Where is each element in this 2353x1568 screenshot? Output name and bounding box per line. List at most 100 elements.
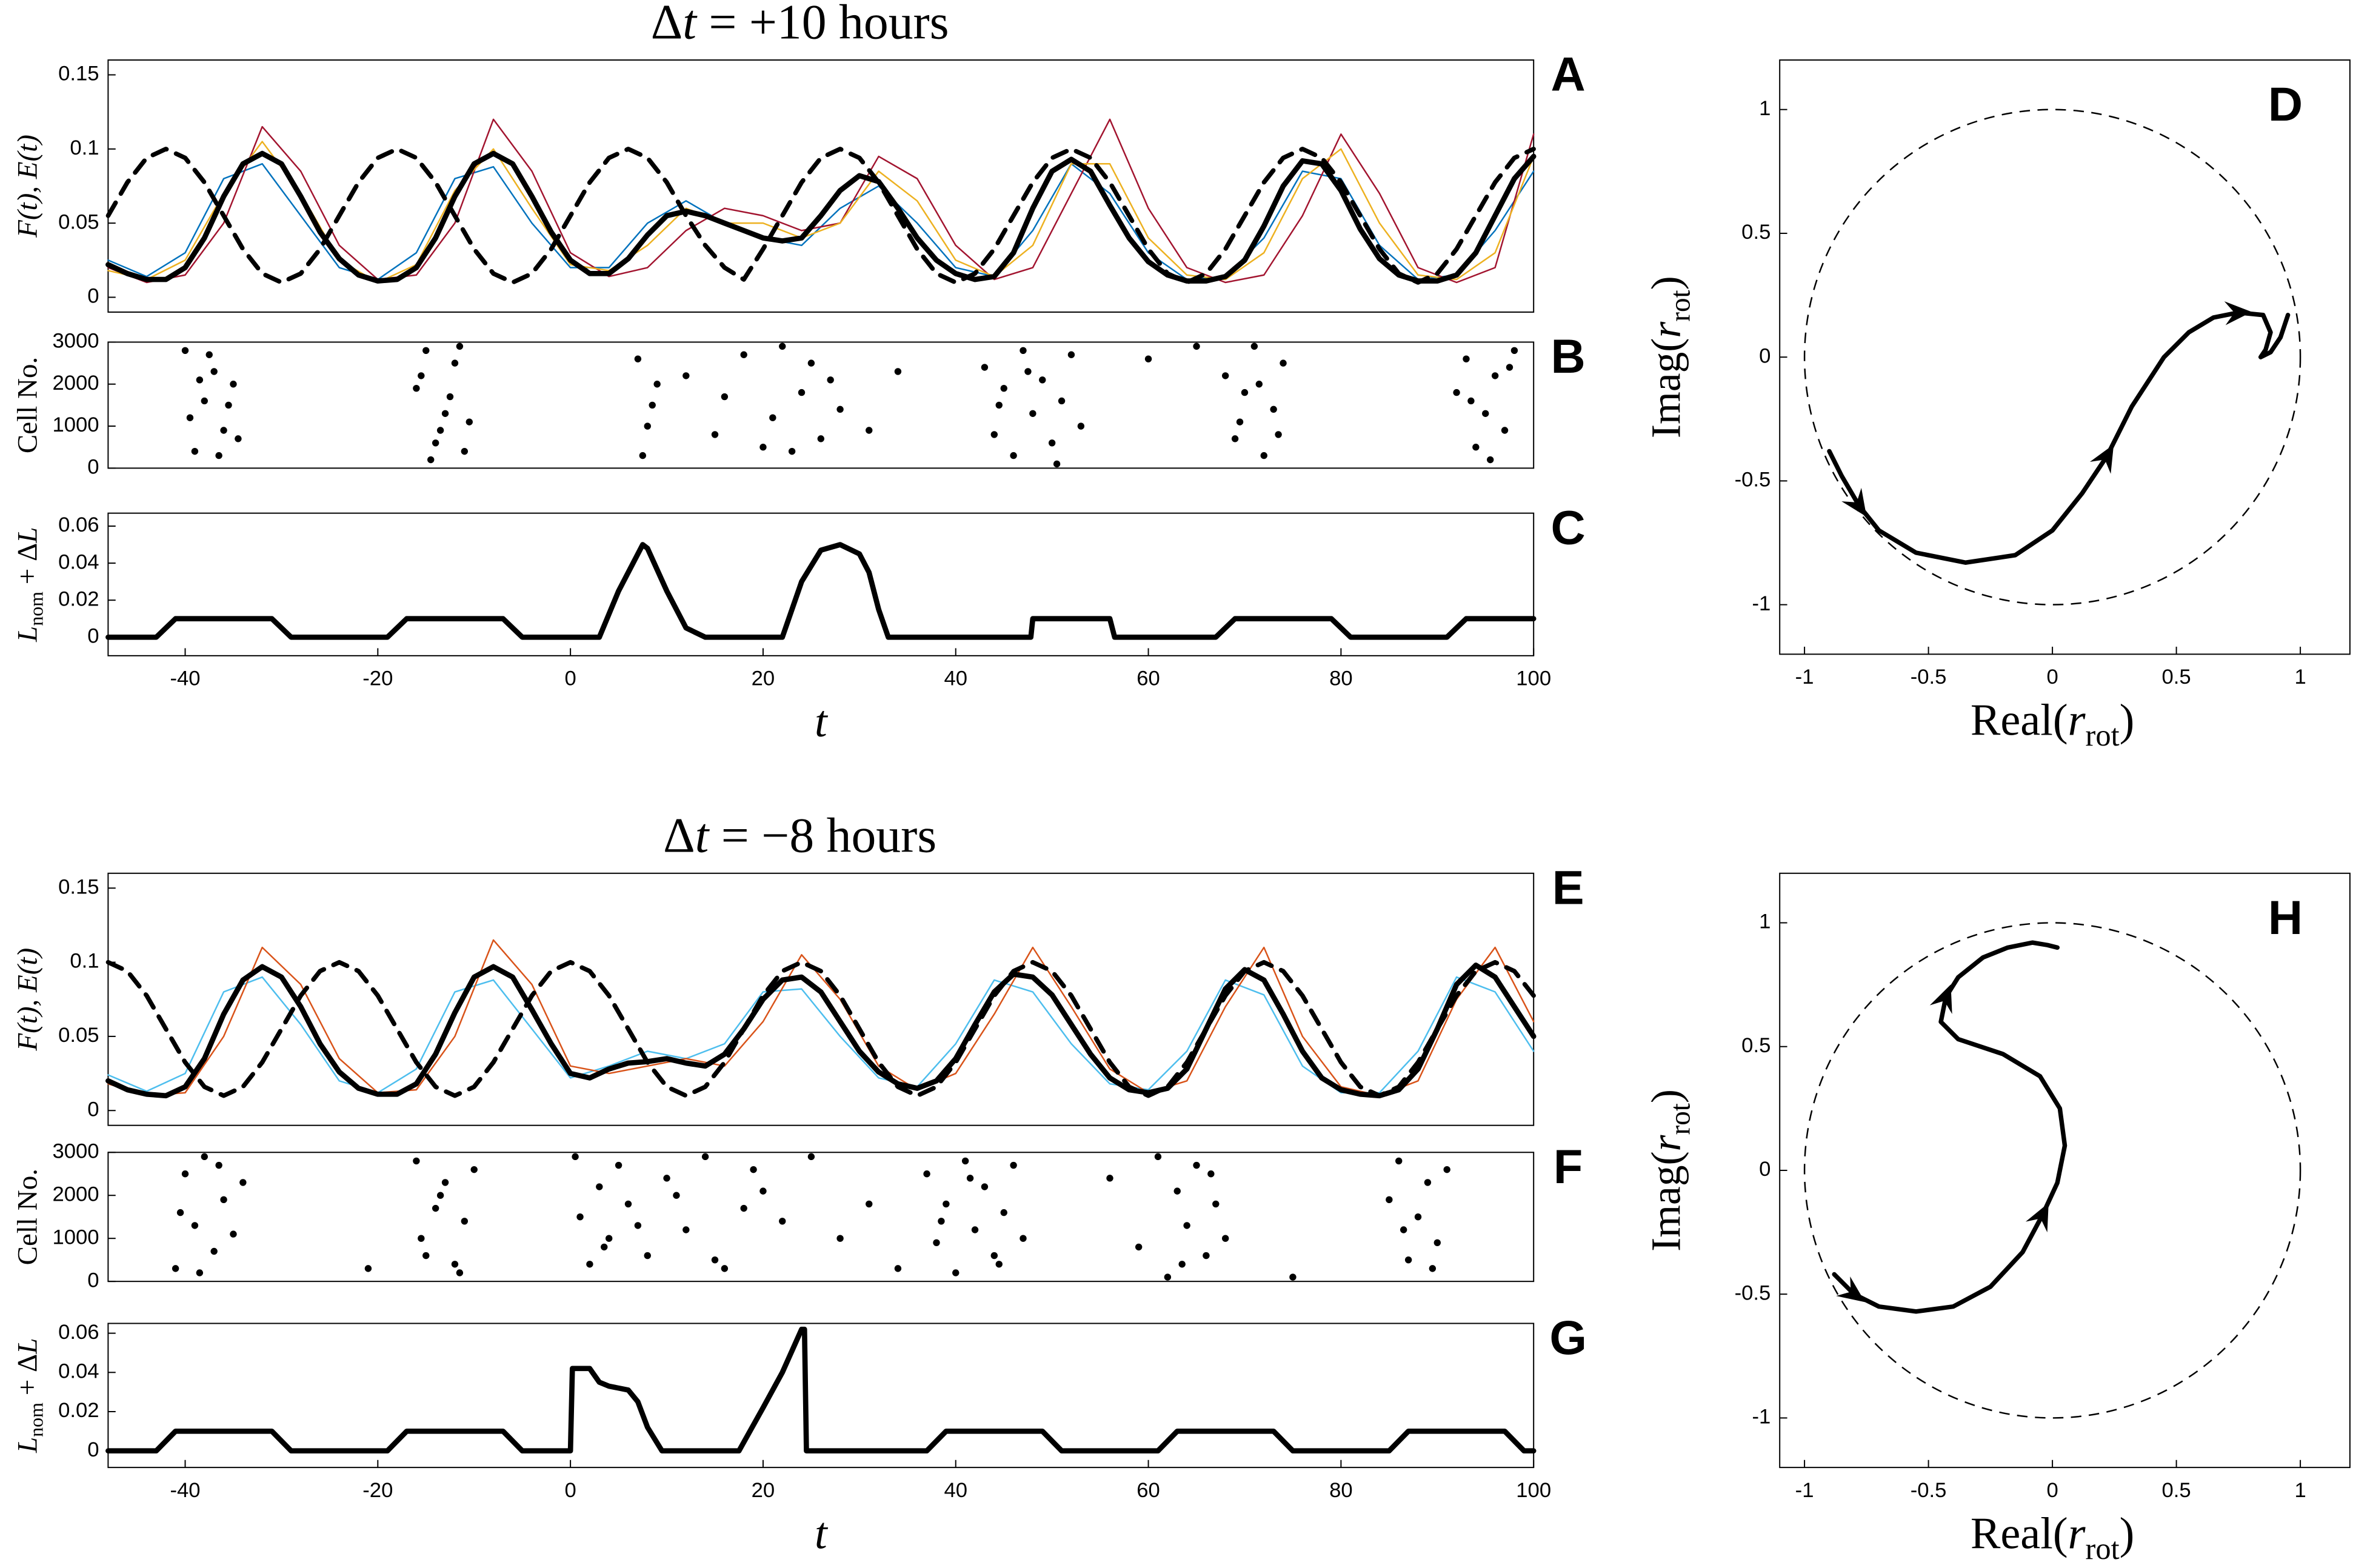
label-part: r [2068, 696, 2086, 746]
raster-dot [1029, 410, 1036, 417]
x-tick-label: 100 [1516, 667, 1551, 690]
label-part: ) [2120, 696, 2135, 746]
axes-frame [107, 512, 1535, 656]
raster-dot [451, 359, 459, 367]
axes-frame [107, 1152, 1535, 1283]
y-tick-label: 0 [87, 624, 99, 647]
x-axis-label: t [815, 697, 829, 747]
raster-dot [181, 347, 189, 354]
raster-dot [995, 1261, 1003, 1268]
y-tick-label: 1000 [52, 413, 99, 436]
raster-dot [740, 351, 747, 358]
y-axis-label: Imag(rrot) [1642, 276, 1696, 438]
x-tick-label: -20 [362, 667, 393, 690]
raster-dot [1058, 397, 1066, 405]
raster-dot [196, 376, 204, 384]
raster-dot [196, 1269, 204, 1276]
raster-dot [990, 1252, 998, 1259]
raster-dot [1443, 1166, 1450, 1173]
raster-dot [1255, 381, 1263, 388]
raster-dot [759, 1187, 767, 1195]
trajectory [1832, 940, 2068, 1314]
y-tick-label: 0.02 [58, 587, 99, 610]
label-part: t [695, 807, 710, 862]
raster-dot [1433, 1239, 1441, 1246]
raster-dot [1486, 456, 1494, 464]
raster-dot [205, 351, 213, 358]
raster-dot [1067, 351, 1075, 358]
raster-dot [1482, 410, 1489, 417]
panel-letter: C [1551, 500, 1586, 554]
y-tick-label: 0.04 [58, 1359, 99, 1383]
label-part: Δ [663, 807, 695, 862]
raster-dot [1183, 1222, 1190, 1229]
raster-dot [422, 347, 430, 354]
y-tick-label: 0.04 [58, 550, 99, 573]
raster-dot [1144, 355, 1152, 362]
raster-dot [1453, 389, 1460, 396]
raster-dot [827, 376, 834, 384]
raster-dot [1424, 1179, 1432, 1186]
label-part: ) [1642, 1089, 1689, 1103]
line [105, 1326, 1537, 1453]
panel-letter: E [1552, 860, 1584, 914]
raster-dot [966, 1175, 974, 1182]
raster-dot [1173, 1187, 1181, 1195]
label-part: = −8 hours [709, 807, 936, 862]
y-tick-label: 0.1 [70, 950, 99, 973]
raster-dot [586, 1261, 593, 1268]
raster-dot [1386, 1196, 1393, 1204]
axes-frame [107, 341, 1535, 469]
y-axis-label: F(t), E(t) [12, 948, 43, 1052]
label-part: Imag( [1642, 338, 1689, 438]
raster-dot [1467, 397, 1475, 405]
raster-dot [961, 1157, 969, 1165]
raster-dot [1039, 376, 1046, 384]
y-tick-label: 0 [87, 1098, 99, 1121]
raster-dot [817, 435, 824, 442]
y-tick-label: 0.5 [1741, 221, 1771, 244]
raster-dot [1221, 372, 1229, 379]
raster-dot [432, 439, 439, 447]
panel: -1 -0.5 0 0.5 1 -1 -0.5 0 0.5 1 H [1735, 872, 2351, 1502]
raster-dot [1024, 368, 1032, 375]
raster-dot [1510, 347, 1518, 354]
raster-dot [1260, 452, 1267, 459]
x-tick-label: 20 [752, 667, 775, 690]
raster-dot [1275, 431, 1282, 438]
y-tick-label: 0 [87, 456, 99, 479]
raster-dot [721, 1265, 729, 1272]
y-tick-label: 0 [1759, 1158, 1771, 1181]
panel: 0 0.05 0.1 0.15 E [58, 860, 1584, 1126]
x-tick-label: 80 [1329, 1479, 1353, 1502]
raster-dot [759, 444, 767, 451]
x-tick-label: 80 [1329, 667, 1353, 690]
y-tick-label: 3000 [52, 1139, 99, 1163]
panel: 0 1000 2000 3000 F [52, 1139, 1583, 1292]
axes-frame [107, 59, 1535, 313]
raster-dot [1270, 405, 1277, 413]
y-tick-label: 2000 [52, 372, 99, 395]
x-tick-label: 1 [2294, 1479, 2306, 1502]
y-tick-label: 0.02 [58, 1399, 99, 1422]
label-part: rot [1664, 290, 1696, 321]
y-tick-label: 3000 [52, 330, 99, 353]
raster-dot [418, 372, 425, 379]
raster-dot [1000, 384, 1007, 392]
x-tick-label: 0.5 [2162, 666, 2191, 689]
unit-circle [1803, 922, 2301, 1419]
raster-dot [1053, 460, 1061, 468]
raster-dot [933, 1239, 940, 1246]
x-tick-label: -0.5 [1911, 1479, 1947, 1502]
raster-dot [466, 418, 473, 425]
y-tick-label: 0 [87, 285, 99, 308]
arrow-head [1929, 984, 1952, 1015]
raster-dot [750, 1166, 757, 1173]
raster-dot [701, 1153, 709, 1161]
raster-dot [1020, 347, 1027, 354]
raster-dot [1203, 1252, 1210, 1259]
raster-dot [1135, 1243, 1143, 1251]
y-tick-label: -1 [1752, 592, 1771, 615]
raster-dot [441, 1179, 449, 1186]
raster-dot [1231, 435, 1239, 442]
